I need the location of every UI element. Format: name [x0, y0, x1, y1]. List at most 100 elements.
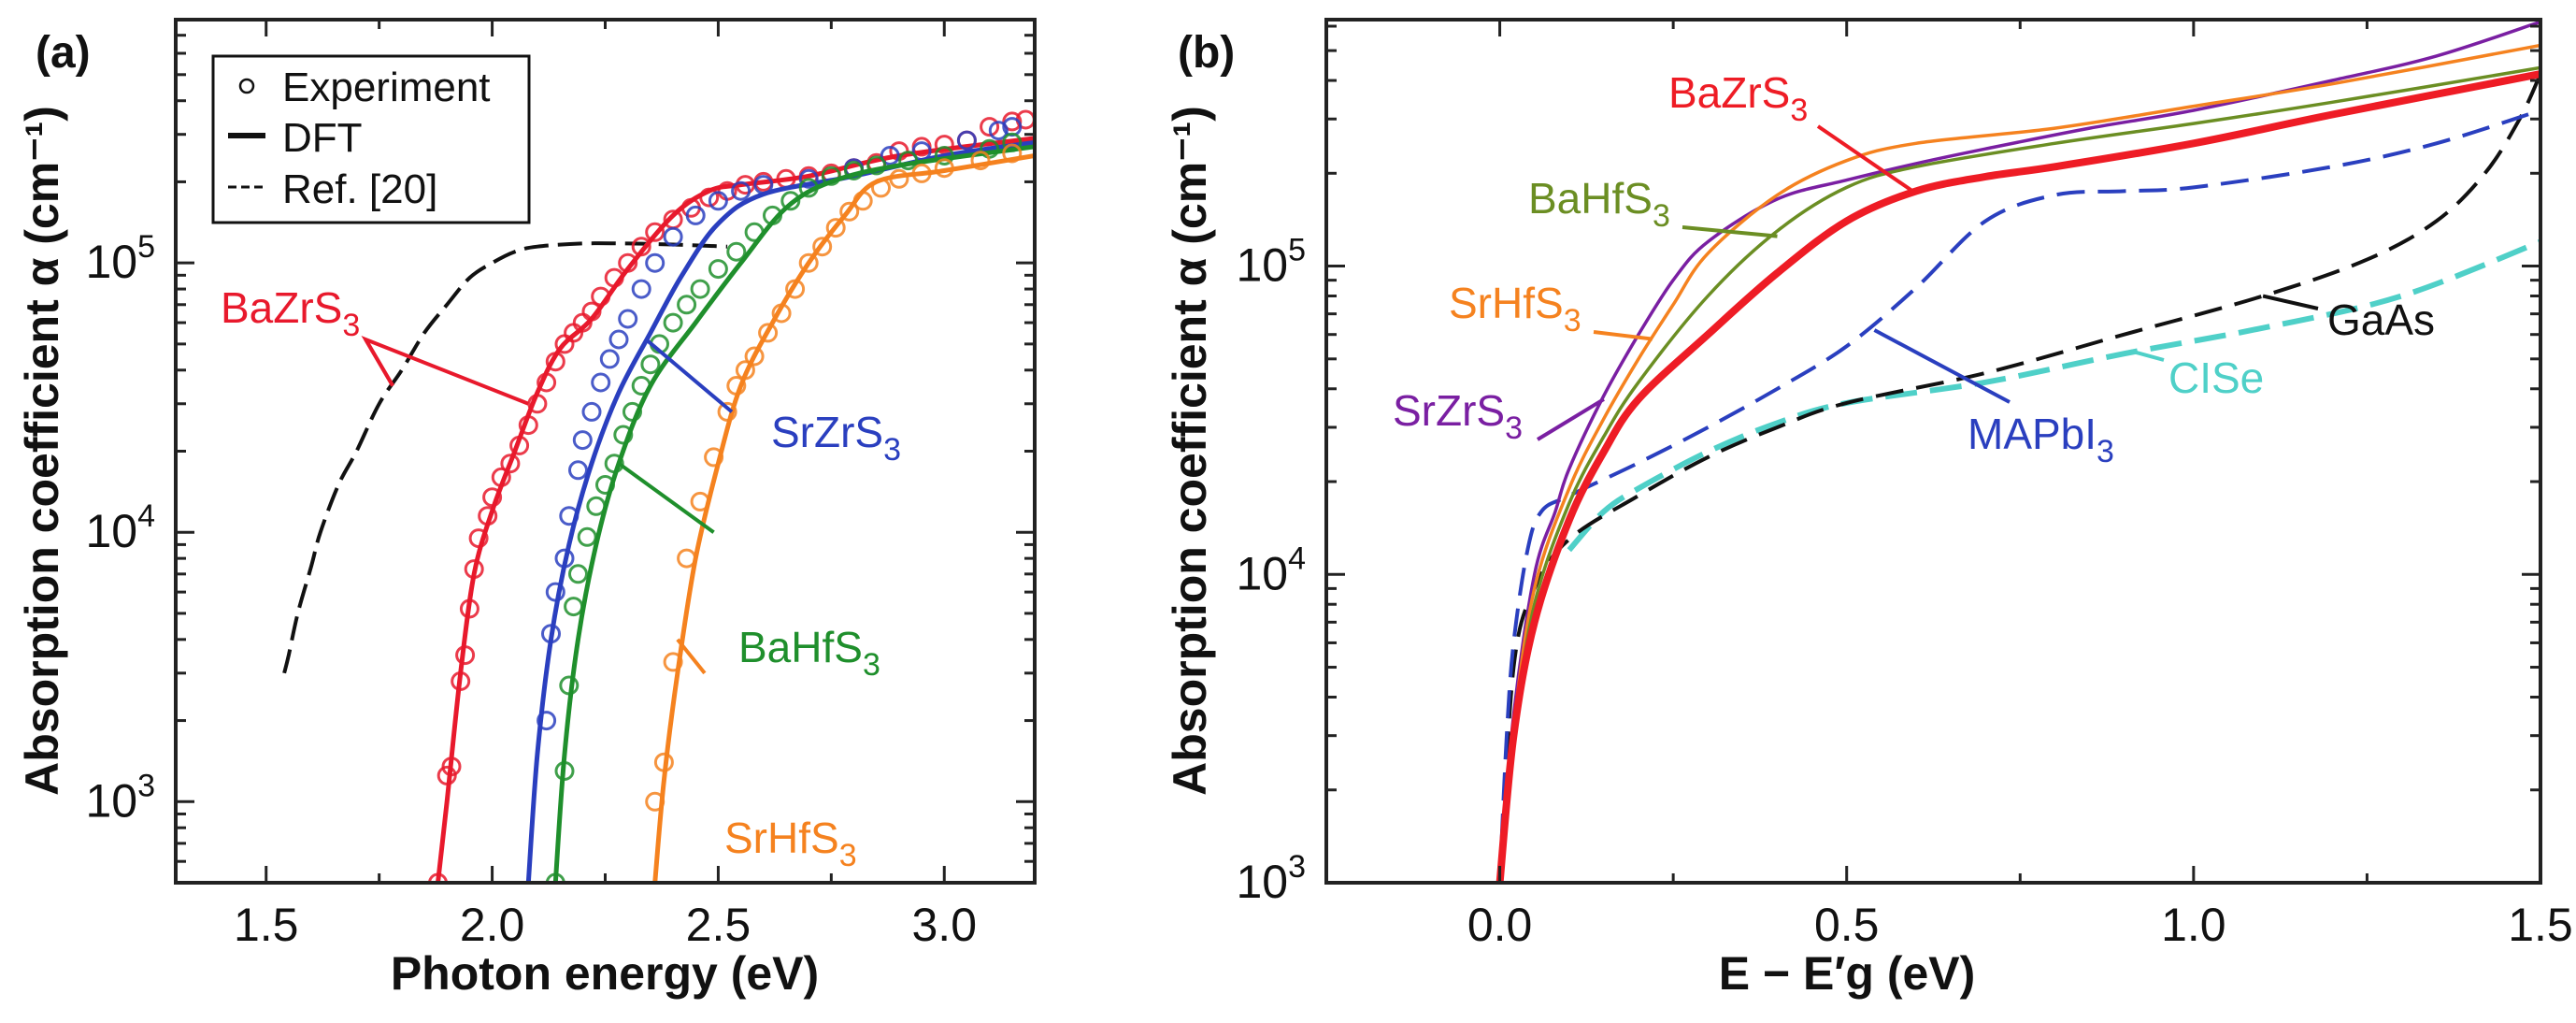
srhfs3-experiment-point [934, 158, 954, 179]
bahfs3-experiment-point [780, 191, 801, 211]
srzrs3-experiment-point [581, 401, 602, 422]
srhfs3-b-pointer [1593, 330, 1653, 341]
bahfs3-experiment-point [545, 872, 565, 883]
srzrs3-experiment-point [631, 279, 651, 299]
panel-b-xlabel: E − E′g (eV) [1719, 947, 1976, 1000]
bahfs3-experiment-point [623, 401, 642, 422]
srzrs3-experiment-point [645, 252, 665, 273]
y-tick-label: 104 [85, 498, 155, 557]
cise-pointer [2130, 349, 2165, 362]
bahfs3-experiment-point [577, 526, 597, 547]
bazrs3-experiment-point [591, 286, 611, 307]
srzrs3-experiment-point [663, 226, 683, 247]
x-tick-label: 0.0 [1467, 899, 1533, 951]
legend-experiment-label: Experiment [282, 65, 491, 110]
srhfs3-experiment-point [744, 346, 765, 367]
y-tick-label: 105 [85, 229, 155, 288]
srhfs3-experiment-point [735, 360, 755, 381]
bazrs3-experiment-point [934, 135, 954, 155]
bazrs3-experiment-point [482, 487, 503, 508]
srzrs3-experiment-point [541, 624, 561, 644]
legend: Experiment DFT Ref. [20] [211, 54, 531, 224]
srzrs3-experiment-point [880, 146, 900, 166]
bahfs3-dft-line [552, 144, 1035, 883]
bazrs3-experiment-point [604, 267, 624, 288]
bahfs3-experiment-point [1002, 132, 1023, 152]
bazrs3-experiment-point [500, 454, 521, 474]
y-tick-label: 105 [1236, 233, 1306, 292]
panel-b: (b) 0.0 0.5 1.0 1.5 103 104 105 BaZrS3 BaHfS3 Sr… [1164, 18, 2573, 1000]
x-tick-label: 1.0 [2161, 899, 2226, 951]
mapbi3-label: MAPbI3 [1968, 410, 2114, 469]
bahfs3-experiment-point [866, 155, 887, 176]
srhfs3-experiment-point [839, 201, 860, 222]
bazrs3-experiment-point [581, 301, 602, 322]
bahfs3-experiment-point [798, 178, 819, 198]
bazrs3-experiment-point [509, 435, 530, 455]
bahfs3-experiment-point [631, 376, 651, 396]
bazrs3-experiment-point [491, 467, 511, 487]
srhfs3-experiment-point [798, 252, 819, 273]
bahfs3-experiment-point [554, 761, 575, 781]
panel-a-ticks: 1.5 2.0 2.5 3.0 103 104 105 [85, 18, 1035, 951]
bazrs3-experiment-point [464, 559, 484, 580]
srhfs3-experiment-point [825, 218, 846, 238]
bahfs3-pointer [617, 462, 715, 534]
panel-a-label: (a) [36, 28, 91, 78]
srzrs3-experiment-point [731, 180, 751, 201]
srhfs3-experiment-point [1002, 143, 1023, 164]
srhfs3-experiment-point [970, 151, 991, 171]
bahfs3-line [1497, 65, 2540, 883]
srzrs3-experiment-point [559, 506, 580, 526]
bazrs3-experiment-point [980, 117, 1000, 137]
bazrs3-experiment-point [478, 506, 498, 526]
srhfs3-b-label: SrHfS3 [1449, 279, 1581, 339]
bahfs3-label: BaHfS3 [738, 623, 880, 683]
bahfs3-experiment-point [744, 222, 765, 242]
srzrs3-b-pointer [1536, 397, 1605, 441]
panel-b-frame [1324, 18, 2542, 885]
srzrs3-experiment-point [618, 309, 638, 329]
srzrs3-experiment-point [988, 121, 1009, 141]
srzrs3-experiment-point [798, 168, 819, 189]
srzrs3-experiment-point [537, 711, 557, 731]
panel-a-annotations: BaZrS3 SrZrS3 BaHfS3 SrHfS3 [221, 283, 901, 873]
bazrs3-experiment-point [455, 645, 476, 666]
srhfs3-experiment-point [911, 163, 932, 183]
srzrs3-experiment-point [956, 130, 977, 151]
bahfs3-experiment-point [595, 475, 615, 495]
bahfs3-experiment-point [640, 354, 661, 375]
gaas-pointer [2262, 294, 2319, 310]
srhfs3-experiment-point [704, 447, 724, 468]
bazrs3-experiment-point [459, 598, 479, 619]
srhfs3-experiment-point [889, 168, 909, 189]
bazrs3-pointer-b [364, 338, 394, 387]
srzrs3-experiment-point [591, 372, 611, 393]
bazrs3-experiment-point [428, 872, 448, 883]
bazrs3-experiment-point [436, 765, 457, 785]
panel-b-label: (b) [1178, 28, 1235, 78]
bahfs3-experiment-point [708, 259, 728, 280]
srhfs3-experiment-point [663, 652, 683, 672]
cise-label: CISe [2168, 353, 2264, 402]
srhfs3-experiment-point [771, 303, 792, 324]
bahfs3-experiment-point [586, 496, 607, 516]
bahfs3-b-pointer [1682, 225, 1778, 238]
bahfs3-experiment-point [763, 205, 782, 225]
bazrs3-experiment-point [441, 756, 462, 777]
srzrs3-label: SrZrS3 [771, 408, 901, 468]
bahfs3-experiment-point [604, 454, 624, 474]
bazrs3-experiment-point [1002, 111, 1023, 132]
srhfs3-experiment-point [677, 548, 697, 569]
legend-ref-label: Ref. [20] [282, 166, 437, 212]
bazrs3-experiment-point [527, 394, 548, 414]
legend-dft-label: DFT [282, 115, 363, 161]
panel-b-curves [1496, 20, 2540, 883]
ref20-line [282, 241, 728, 674]
mapbi3-line [1497, 108, 2540, 883]
legend-box [211, 54, 531, 224]
bahfs3-experiment-point [564, 597, 584, 617]
x-tick-label: 2.5 [686, 899, 751, 951]
srhfs3-experiment-point [852, 191, 873, 211]
